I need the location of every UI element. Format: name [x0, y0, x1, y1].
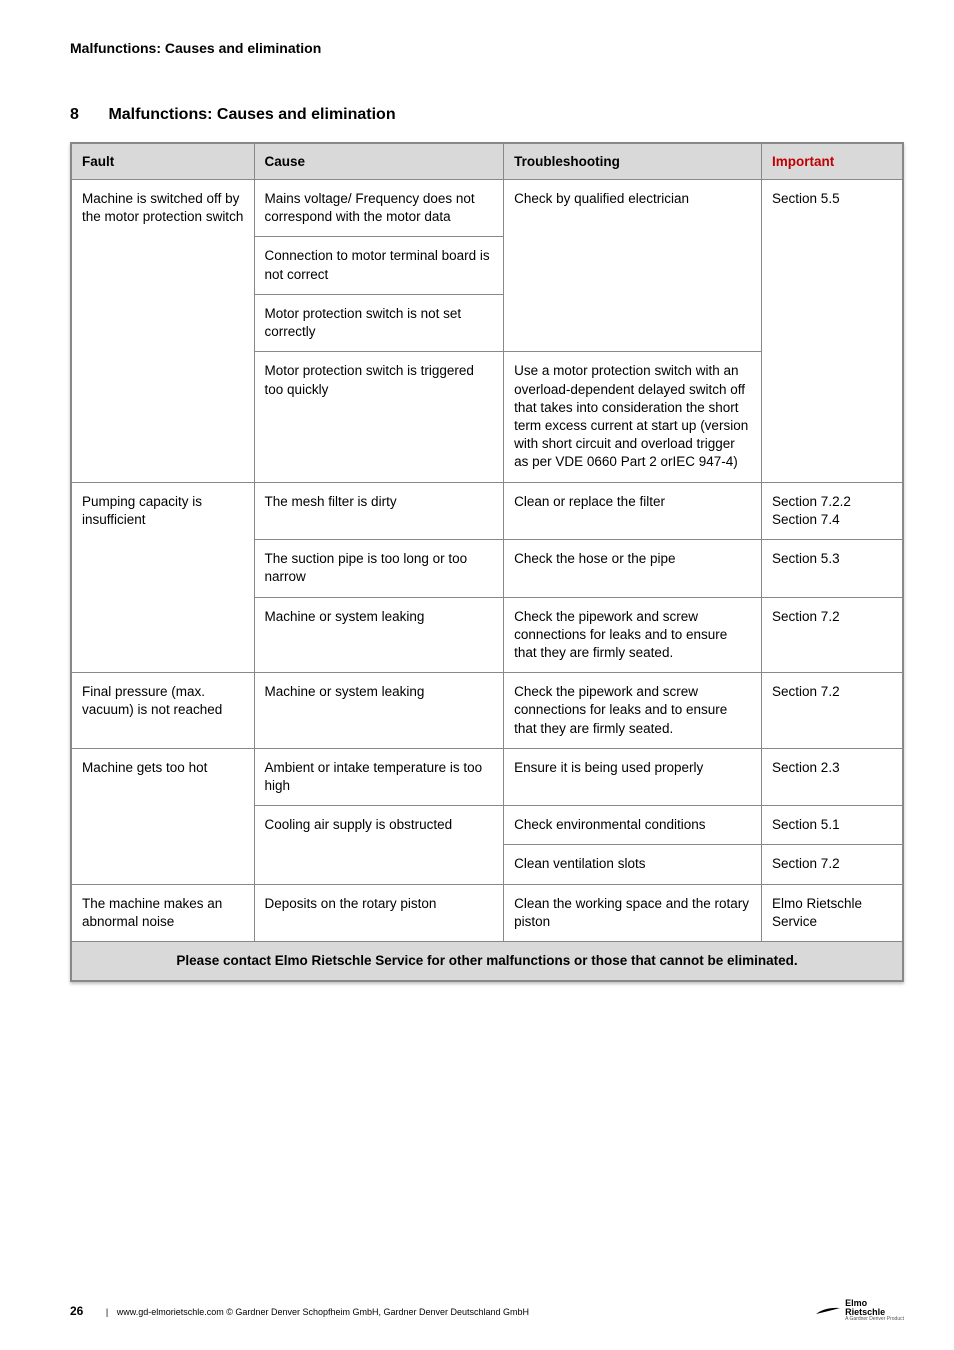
cell-fault: Pumping capacity is insufficient — [71, 482, 254, 673]
page-number: 26 — [70, 1304, 83, 1318]
footer-copyright: © Gardner Denver Schopfheim GmbH, Gardne… — [226, 1307, 529, 1317]
th-important: Important — [762, 143, 903, 180]
cell-trouble: Check the pipework and screw connections… — [504, 597, 762, 673]
table-row: The machine makes an abnormal noise Depo… — [71, 884, 903, 941]
footer-url: www.gd-elmorietschle.com — [117, 1307, 224, 1317]
cell-trouble: Check environmental conditions — [504, 806, 762, 845]
cell-trouble: Clean ventilation slots — [504, 845, 762, 884]
cell-fault: Machine is switched off by the motor pro… — [71, 180, 254, 483]
swoosh-icon — [815, 1305, 841, 1317]
table-footer-cell: Please contact Elmo Rietschle Service fo… — [71, 942, 903, 982]
cell-fault: The machine makes an abnormal noise — [71, 884, 254, 941]
cell-trouble: Check the pipework and screw connections… — [504, 673, 762, 749]
table-header-row: Fault Cause Troubleshooting Important — [71, 143, 903, 180]
footer-sep: | — [106, 1307, 108, 1317]
cell-important: Section 5.5 — [762, 180, 903, 483]
cell-cause: Ambient or intake temperature is too hig… — [254, 748, 504, 805]
cell-cause: The mesh filter is dirty — [254, 482, 504, 539]
cell-trouble: Clean the working space and the rotary p… — [504, 884, 762, 941]
cell-cause: Machine or system leaking — [254, 673, 504, 749]
th-troubleshooting: Troubleshooting — [504, 143, 762, 180]
brand-logo: Elmo Rietschle A Gardner Denver Product — [815, 1299, 904, 1322]
cell-trouble: Check the hose or the pipe — [504, 540, 762, 597]
table-row: Machine is switched off by the motor pro… — [71, 180, 903, 237]
section-number: 8 — [70, 106, 104, 124]
cell-important: Section 7.2 — [762, 845, 903, 884]
cell-cause: Machine or system leaking — [254, 597, 504, 673]
cell-important: Section 7.2 — [762, 673, 903, 749]
cell-cause: Cooling air supply is obstructed — [254, 806, 504, 884]
cell-fault: Final pressure (max. vacuum) is not reac… — [71, 673, 254, 749]
cell-important: Section 2.3 — [762, 748, 903, 805]
fault-table: Fault Cause Troubleshooting Important Ma… — [70, 142, 904, 982]
cell-important: Section 5.1 — [762, 806, 903, 845]
cell-cause: Motor protection switch is not set corre… — [254, 294, 504, 351]
cell-cause: Deposits on the rotary piston — [254, 884, 504, 941]
table-row: Pumping capacity is insufficient The mes… — [71, 482, 903, 539]
cell-cause: The suction pipe is too long or too narr… — [254, 540, 504, 597]
th-cause: Cause — [254, 143, 504, 180]
cell-important: Section 7.2.2 Section 7.4 — [762, 482, 903, 539]
table-row: Final pressure (max. vacuum) is not reac… — [71, 673, 903, 749]
table-footer-row: Please contact Elmo Rietschle Service fo… — [71, 942, 903, 982]
section-title: Malfunctions: Causes and elimination — [108, 106, 395, 123]
section-heading: 8 Malfunctions: Causes and elimination — [70, 106, 904, 124]
cell-cause: Connection to motor terminal board is no… — [254, 237, 504, 294]
cell-trouble: Check by qualified electrician — [504, 180, 762, 352]
page-footer: 26 | www.gd-elmorietschle.com © Gardner … — [70, 1299, 904, 1322]
cell-cause: Motor protection switch is triggered too… — [254, 352, 504, 482]
page-header: Malfunctions: Causes and elimination — [70, 40, 904, 56]
cell-fault: Machine gets too hot — [71, 748, 254, 884]
logo-subtext: A Gardner Denver Product — [845, 1317, 904, 1322]
cell-trouble: Clean or replace the filter — [504, 482, 762, 539]
cell-cause: Mains voltage/ Frequency does not corres… — [254, 180, 504, 237]
cell-important: Elmo Rietschle Service — [762, 884, 903, 941]
cell-trouble: Ensure it is being used properly — [504, 748, 762, 805]
cell-important: Section 7.2 — [762, 597, 903, 673]
cell-trouble: Use a motor protection switch with an ov… — [504, 352, 762, 482]
footer-left: 26 | www.gd-elmorietschle.com © Gardner … — [70, 1304, 529, 1318]
cell-important: Section 5.3 — [762, 540, 903, 597]
table-row: Machine gets too hot Ambient or intake t… — [71, 748, 903, 805]
th-fault: Fault — [71, 143, 254, 180]
